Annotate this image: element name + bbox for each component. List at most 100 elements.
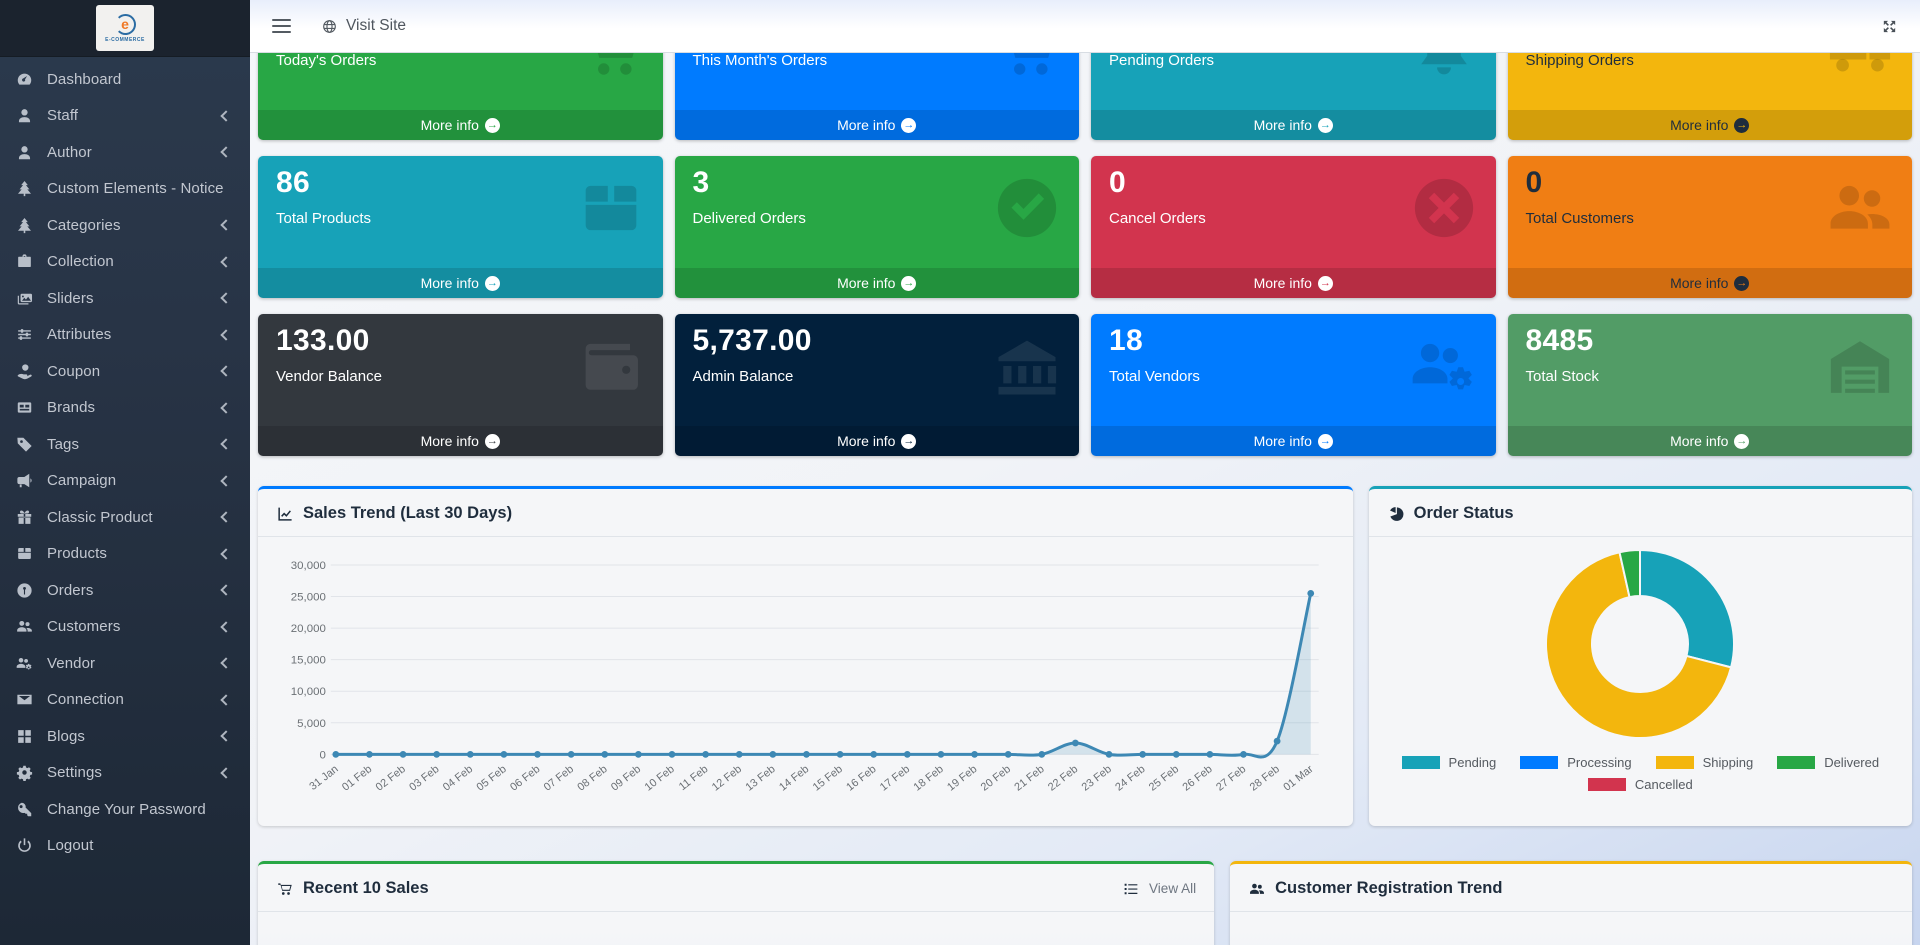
sidebar-item-dashboard[interactable]: Dashboard — [0, 61, 250, 98]
chart-line-icon — [276, 505, 294, 523]
gift-icon — [15, 508, 34, 527]
svg-text:5,000: 5,000 — [297, 718, 326, 730]
sidebar-item-settings[interactable]: Settings — [0, 755, 250, 792]
stat-label: Total Customers — [1525, 210, 1634, 227]
tree-icon — [15, 179, 34, 198]
more-info-label: More info — [1670, 275, 1729, 291]
users-gear-icon — [15, 654, 34, 673]
more-info-link[interactable]: More info → — [258, 426, 663, 456]
chevron-left-icon — [220, 110, 232, 122]
sidebar-item-logout[interactable]: Logout — [0, 828, 250, 865]
card-icon — [15, 398, 34, 417]
users-icon — [15, 617, 34, 636]
sidebar-item-attributes[interactable]: Attributes — [0, 317, 250, 354]
brand-header[interactable]: e E-COMMERCE — [0, 0, 250, 57]
svg-text:28 Feb: 28 Feb — [1248, 763, 1282, 793]
svg-text:14 Feb: 14 Feb — [777, 763, 811, 793]
sidebar-item-label: Author — [47, 143, 92, 161]
sidebar-item-label: Dashboard — [47, 70, 122, 88]
sidebar-toggle-button[interactable] — [272, 19, 291, 33]
more-info-label: More info — [420, 275, 479, 291]
arrow-circle-icon: → — [1734, 433, 1750, 449]
sidebar-item-label: Tags — [47, 435, 80, 453]
chevron-left-icon — [220, 292, 232, 304]
arrow-circle-icon: → — [1317, 117, 1333, 133]
sidebar-item-brands[interactable]: Brands — [0, 390, 250, 427]
more-info-link[interactable]: More info → — [674, 268, 1079, 298]
stat-value: 86 — [276, 166, 310, 199]
more-info-link[interactable]: More info → — [1507, 426, 1912, 456]
sliders-icon — [15, 325, 34, 344]
order-status-donut — [1545, 548, 1736, 739]
more-info-link[interactable]: More info → — [674, 110, 1079, 140]
sidebar-item-vendor[interactable]: Vendor — [0, 645, 250, 682]
registration-trend-header: Customer Registration Trend — [1230, 864, 1912, 912]
sidebar-item-author[interactable]: Author — [0, 134, 250, 171]
sidebar-item-coupon[interactable]: Coupon — [0, 353, 250, 390]
more-info-label: More info — [837, 275, 896, 291]
registration-trend-body — [1230, 912, 1912, 945]
legend-item-cancelled[interactable]: Cancelled — [1587, 777, 1693, 792]
order-status-title: Order Status — [1413, 504, 1514, 522]
sidebar-item-blogs[interactable]: Blogs — [0, 718, 250, 755]
stat-box-total-stock: 8485 Total Stock More info → — [1507, 314, 1912, 456]
svg-text:24 Feb: 24 Feb — [1113, 763, 1147, 793]
sidebar-item-orders[interactable]: Orders — [0, 572, 250, 609]
more-info-link[interactable]: More info → — [1507, 268, 1912, 298]
images-icon — [15, 289, 34, 308]
sidebar-item-change-your-password[interactable]: Change Your Password — [0, 791, 250, 828]
sidebar-menu: Dashboard Staff Author Custom Elements - No… — [0, 57, 250, 868]
more-info-link[interactable]: More info → — [258, 110, 663, 140]
cart-icon — [276, 880, 294, 898]
sidebar-item-campaign[interactable]: Campaign — [0, 463, 250, 500]
legend-item-delivered[interactable]: Delivered — [1777, 755, 1879, 770]
chevron-left-icon — [220, 657, 232, 669]
svg-text:04 Feb: 04 Feb — [441, 763, 475, 793]
sidebar-item-tags[interactable]: Tags — [0, 426, 250, 463]
registration-trend-title: Customer Registration Trend — [1275, 879, 1503, 897]
bell-icon — [1406, 53, 1482, 88]
sidebar-item-staff[interactable]: Staff — [0, 98, 250, 135]
arrow-circle-icon: → — [484, 117, 500, 133]
users-icon — [1822, 170, 1898, 246]
stat-box-cancel-orders: 0 Cancel Orders More info → — [1091, 156, 1496, 298]
view-all-button[interactable]: View All — [1122, 880, 1196, 898]
sidebar-item-custom-elements-notice[interactable]: Custom Elements - Notice — [0, 171, 250, 208]
chevron-left-icon — [220, 584, 232, 596]
stat-label: Delivered Orders — [692, 210, 806, 227]
more-info-link[interactable]: More info → — [1091, 426, 1496, 456]
sidebar-item-sliders[interactable]: Sliders — [0, 280, 250, 317]
donut-legend: Pending Processing Shipping Delivered Cancel… — [1390, 755, 1892, 799]
top-navbar: Visit Site — [250, 0, 1920, 53]
sidebar-item-products[interactable]: Products — [0, 536, 250, 573]
stat-value: 3 — [692, 166, 710, 199]
more-info-label: More info — [1253, 433, 1312, 449]
sidebar-item-collection[interactable]: Collection — [0, 244, 250, 281]
arrow-circle-icon: → — [1734, 117, 1750, 133]
svg-text:06 Feb: 06 Feb — [508, 763, 542, 793]
more-info-link[interactable]: More info → — [1507, 110, 1912, 140]
legend-item-processing[interactable]: Processing — [1520, 755, 1632, 770]
sidebar-item-connection[interactable]: Connection — [0, 682, 250, 719]
stat-label: Total Products — [276, 210, 372, 227]
legend-item-shipping[interactable]: Shipping — [1655, 755, 1753, 770]
fullscreen-icon[interactable] — [1881, 18, 1898, 35]
svg-text:01 Mar: 01 Mar — [1281, 763, 1316, 794]
legend-swatch — [1655, 756, 1694, 769]
arrow-circle-icon: → — [1734, 275, 1750, 291]
sidebar-item-classic-product[interactable]: Classic Product — [0, 499, 250, 536]
recent-sales-header: Recent 10 Sales View All — [258, 864, 1215, 912]
more-info-link[interactable]: More info → — [258, 268, 663, 298]
sidebar-item-customers[interactable]: Customers — [0, 609, 250, 646]
svg-text:19 Feb: 19 Feb — [945, 763, 979, 793]
sidebar-item-categories[interactable]: Categories — [0, 207, 250, 244]
svg-text:30,000: 30,000 — [291, 560, 326, 572]
stat-value: 0 — [1109, 166, 1126, 199]
legend-item-pending[interactable]: Pending — [1401, 755, 1496, 770]
svg-text:05 Feb: 05 Feb — [474, 763, 508, 793]
more-info-link[interactable]: More info → — [1091, 268, 1496, 298]
more-info-link[interactable]: More info → — [674, 426, 1079, 456]
visit-site-link[interactable]: Visit Site — [321, 17, 406, 35]
more-info-link[interactable]: More info → — [1091, 110, 1496, 140]
svg-text:10 Feb: 10 Feb — [643, 763, 677, 793]
